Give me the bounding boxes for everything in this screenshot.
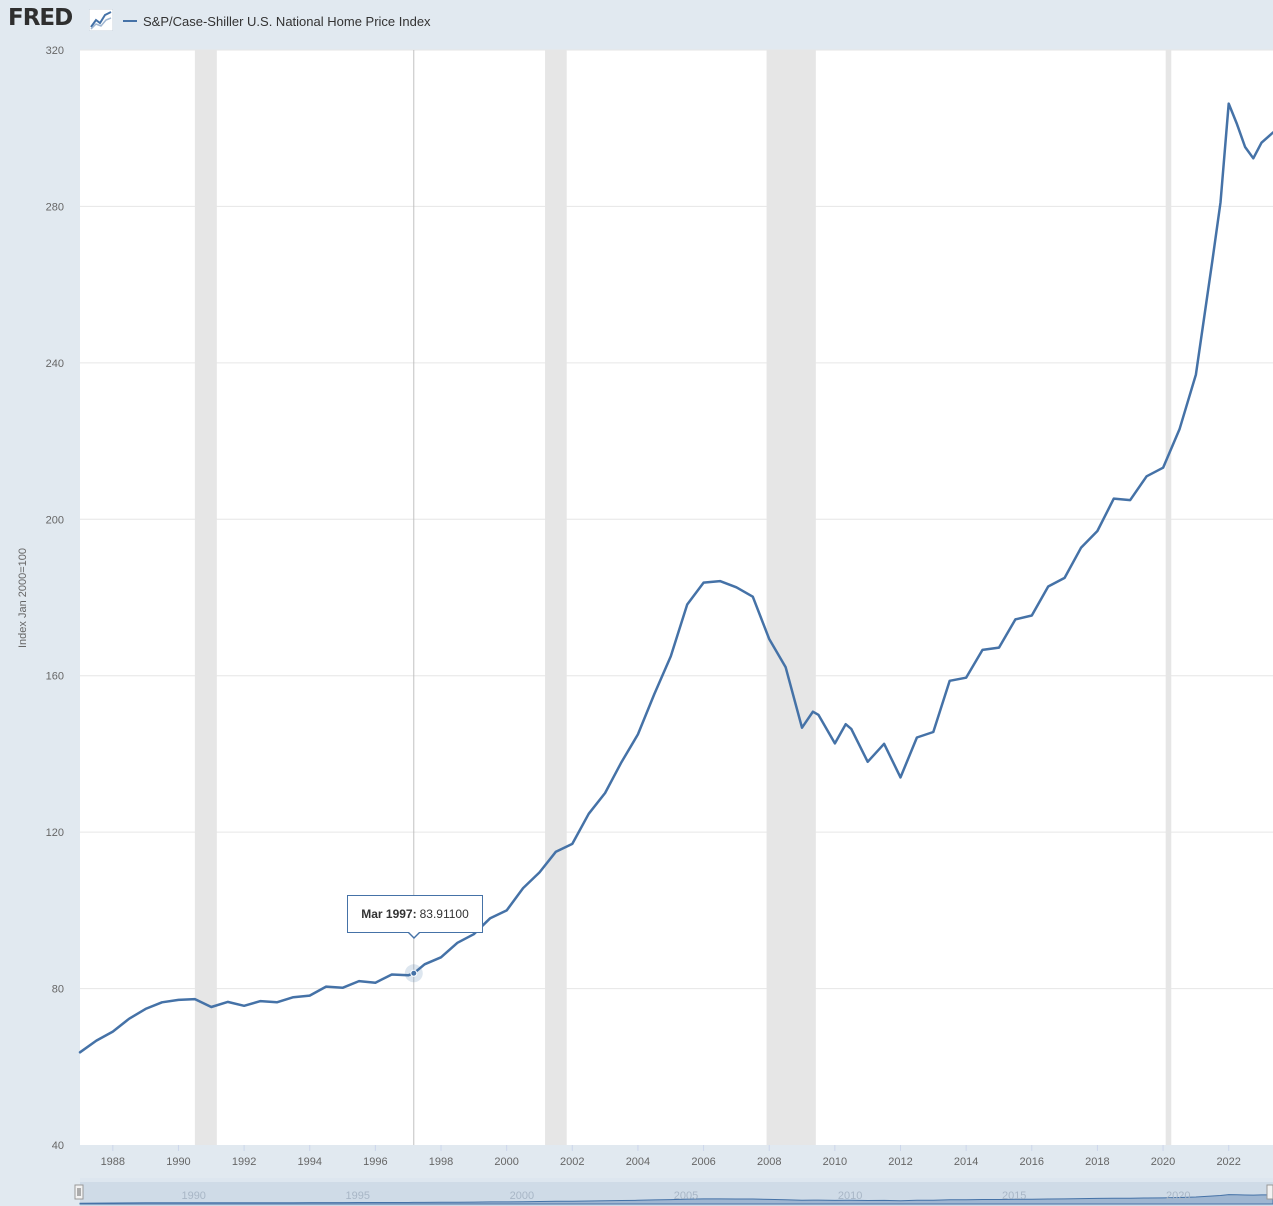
x-tick-label: 2006 <box>691 1156 715 1168</box>
plot-background <box>80 50 1273 1145</box>
x-tick-label: 1990 <box>166 1156 190 1168</box>
legend[interactable]: S&P/Case-Shiller U.S. National Home Pric… <box>123 12 431 30</box>
x-tick-label: 2004 <box>626 1156 650 1168</box>
x-tick-label: 1996 <box>363 1156 387 1168</box>
y-tick-label: 200 <box>46 514 64 526</box>
legend-swatch <box>123 20 137 22</box>
y-axis-label: Index Jan 2000=100 <box>17 548 29 648</box>
navigator-tick-label: 1990 <box>181 1190 205 1202</box>
navigator-left-handle[interactable] <box>74 1184 84 1200</box>
x-tick-label: 1988 <box>101 1156 125 1168</box>
chart-header: FRED S&P/Case-Shiller U.S. National Home… <box>0 0 1273 44</box>
x-tick-label: 2020 <box>1151 1156 1175 1168</box>
tooltip-arrow-inner <box>408 931 420 937</box>
y-tick-label: 120 <box>46 827 64 839</box>
navigator-right-handle[interactable] <box>1266 1184 1273 1200</box>
y-tick-label: 320 <box>46 45 64 57</box>
x-tick-label: 2000 <box>494 1156 518 1168</box>
recession-band <box>545 50 567 1145</box>
navigator-series <box>79 1194 1273 1205</box>
x-tick-label: 2002 <box>560 1156 584 1168</box>
y-tick-label: 80 <box>52 984 64 996</box>
x-tick-label: 2018 <box>1085 1156 1109 1168</box>
x-tick-label: 2012 <box>888 1156 912 1168</box>
navigator-tick-label: 2015 <box>1002 1190 1026 1202</box>
x-tick-label: 1998 <box>429 1156 453 1168</box>
navigator-tick-label: 2020 <box>1166 1190 1190 1202</box>
x-axis-ticks: 1988 1990 1992 1994 1996 1998 2000 2002 2004 2006… <box>101 1145 1241 1168</box>
recession-band <box>766 50 816 1145</box>
x-tick-label: 2014 <box>954 1156 978 1168</box>
navigator-tick-label: 2005 <box>674 1190 698 1202</box>
y-axis-ticks: 40 80 120 160 200 240 280 320 <box>46 45 64 1152</box>
navigator-tick-label: 2000 <box>510 1190 534 1202</box>
x-tick-label: 2010 <box>823 1156 847 1168</box>
fred-logo[interactable]: FRED <box>8 5 73 31</box>
navigator-ticks: 1990 1995 2000 2005 2010 2015 2020 <box>181 1190 1190 1202</box>
x-tick-label: 1992 <box>232 1156 256 1168</box>
tooltip: Mar 1997: 83.91100 <box>347 895 483 933</box>
y-tick-label: 40 <box>52 1140 64 1152</box>
y-tick-label: 280 <box>46 201 64 213</box>
line-chart-icon <box>89 9 113 31</box>
recession-band <box>1165 50 1172 1145</box>
legend-series-name: S&P/Case-Shiller U.S. National Home Pric… <box>143 13 431 29</box>
series-line[interactable] <box>78 102 1273 1054</box>
recession-bands <box>194 50 1172 1145</box>
navigator-tick-label: 2010 <box>838 1190 862 1202</box>
x-tick-label: 1994 <box>297 1156 321 1168</box>
tooltip-date: Mar 1997: <box>361 907 417 921</box>
tooltip-value: 83.91100 <box>419 907 469 921</box>
navigator-tick-label: 1995 <box>346 1190 370 1202</box>
hover-point <box>410 969 418 977</box>
recession-band <box>194 50 217 1145</box>
y-tick-label: 240 <box>46 358 64 370</box>
x-tick-label: 2008 <box>757 1156 781 1168</box>
x-tick-label: 2022 <box>1216 1156 1240 1168</box>
y-tick-label: 160 <box>46 671 64 683</box>
gridlines <box>80 49 1273 990</box>
x-tick-label: 2016 <box>1020 1156 1044 1168</box>
